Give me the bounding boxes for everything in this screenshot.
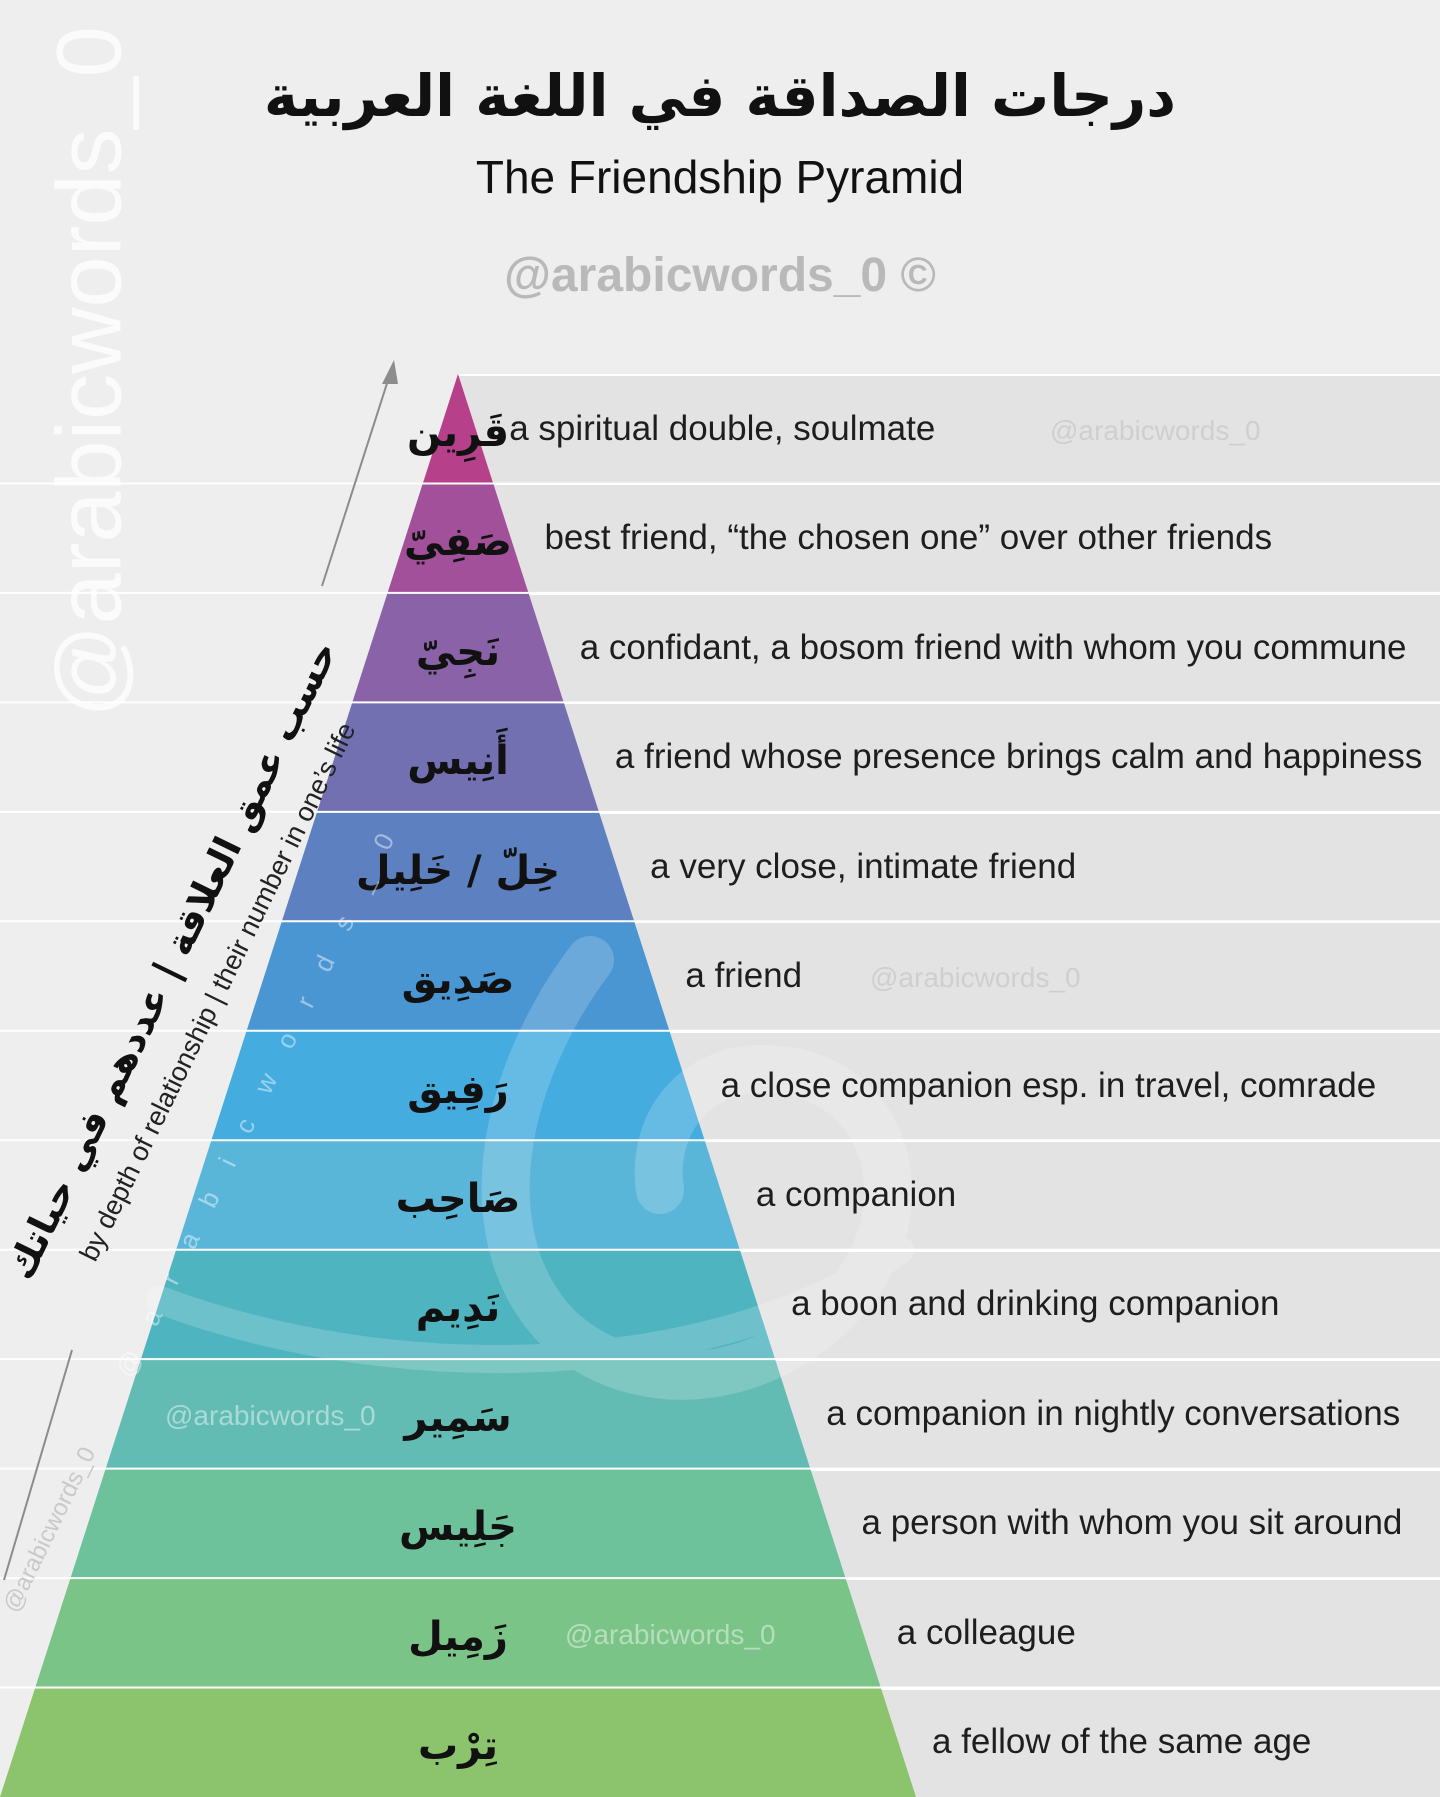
level-7-tier bbox=[211, 1030, 705, 1141]
level-7-arabic-word: رَفِيق bbox=[407, 1066, 509, 1113]
level-2-tier bbox=[387, 483, 529, 593]
axis-arrowhead bbox=[382, 360, 398, 384]
title-arabic: درجات الصداقة في اللغة العربية bbox=[263, 62, 1177, 130]
level-12-row-band bbox=[845, 1578, 1440, 1688]
level-13-meaning: a fellow of the same age bbox=[932, 1722, 1312, 1762]
level-4-tier bbox=[317, 702, 599, 812]
level-6-tier bbox=[246, 921, 670, 1031]
level-6-watermark: @arabicwords_0 bbox=[870, 962, 1081, 994]
level-3-tier bbox=[352, 592, 564, 703]
level-10-arabic-word: سَمِير bbox=[404, 1394, 512, 1441]
level-8-arabic-word: صَاحِب bbox=[395, 1175, 521, 1222]
level-2-row-band bbox=[493, 483, 1440, 593]
level-2-meaning: best friend, “the chosen one” over other… bbox=[544, 518, 1273, 558]
level-9-meaning: a boon and drinking companion bbox=[791, 1284, 1280, 1324]
level-3-arabic-word: نَجِيّ bbox=[415, 628, 501, 675]
title-english: The Friendship Pyramid bbox=[475, 151, 965, 203]
axis-arrow-line-lower bbox=[3, 1349, 73, 1581]
axis-arrow-line-upper bbox=[321, 373, 391, 587]
level-13-arabic-word: تِرْب bbox=[417, 1723, 499, 1770]
level-1-watermark: @arabicwords_0 bbox=[1050, 414, 1261, 446]
level-12-pyramid-watermark: @arabicwords_0 bbox=[565, 1618, 776, 1650]
level-10-pyramid-watermark: @arabicwords_0 bbox=[165, 1399, 376, 1431]
author-handle: @arabicwords_0 © bbox=[504, 249, 936, 302]
level-8-meaning: a companion bbox=[755, 1174, 957, 1214]
level-1-meaning: a spiritual double, soulmate bbox=[509, 408, 936, 448]
level-9-arabic-word: نَدِيم bbox=[415, 1285, 501, 1332]
level-7-row-band bbox=[669, 1030, 1440, 1141]
level-5-row-band bbox=[598, 811, 1440, 922]
level-11-row-band bbox=[810, 1468, 1440, 1579]
level-6-meaning: a friend bbox=[685, 956, 803, 996]
level-11-tier bbox=[70, 1468, 846, 1579]
level-8-row-band bbox=[704, 1140, 1440, 1250]
level-1-tier bbox=[422, 374, 494, 484]
level-5-arabic-word: خِلّ / خَلِيل bbox=[355, 847, 561, 894]
level-3-row-band bbox=[528, 592, 1440, 703]
level-9-tier bbox=[140, 1249, 776, 1360]
level-3-meaning: a confidant, a bosom friend with whom yo… bbox=[579, 627, 1407, 667]
decorative-swoosh bbox=[146, 1236, 914, 1373]
decorative-letter-shape bbox=[481, 936, 913, 1400]
level-1-arabic-word: قَرِين bbox=[406, 409, 510, 456]
level-12-tier bbox=[35, 1578, 881, 1688]
level-10-tier bbox=[105, 1359, 811, 1469]
level-13-tier bbox=[0, 1687, 916, 1797]
level-1-row-band bbox=[458, 374, 1440, 484]
level-12-arabic-word: زَمِيل bbox=[408, 1613, 508, 1660]
level-5-meaning: a very close, intimate friend bbox=[650, 846, 1077, 886]
level-8-tier bbox=[176, 1140, 740, 1250]
level-11-arabic-word: جَلِيس bbox=[398, 1504, 518, 1551]
level-10-meaning: a companion in nightly conversations bbox=[826, 1393, 1401, 1433]
level-11-meaning: a person with whom you sit around bbox=[861, 1503, 1403, 1543]
level-6-arabic-word: صَدِيق bbox=[401, 957, 515, 1004]
level-4-row-band bbox=[563, 702, 1440, 812]
level-5-tier bbox=[281, 811, 635, 922]
level-12-meaning: a colleague bbox=[896, 1612, 1076, 1652]
level-4-meaning: a friend whose presence brings calm and … bbox=[614, 737, 1423, 777]
level-7-meaning: a close companion esp. in travel, comrad… bbox=[720, 1065, 1377, 1105]
level-2-arabic-word: صَفِيّ bbox=[404, 519, 512, 566]
level-4-arabic-word: أَنِيس bbox=[407, 738, 509, 785]
